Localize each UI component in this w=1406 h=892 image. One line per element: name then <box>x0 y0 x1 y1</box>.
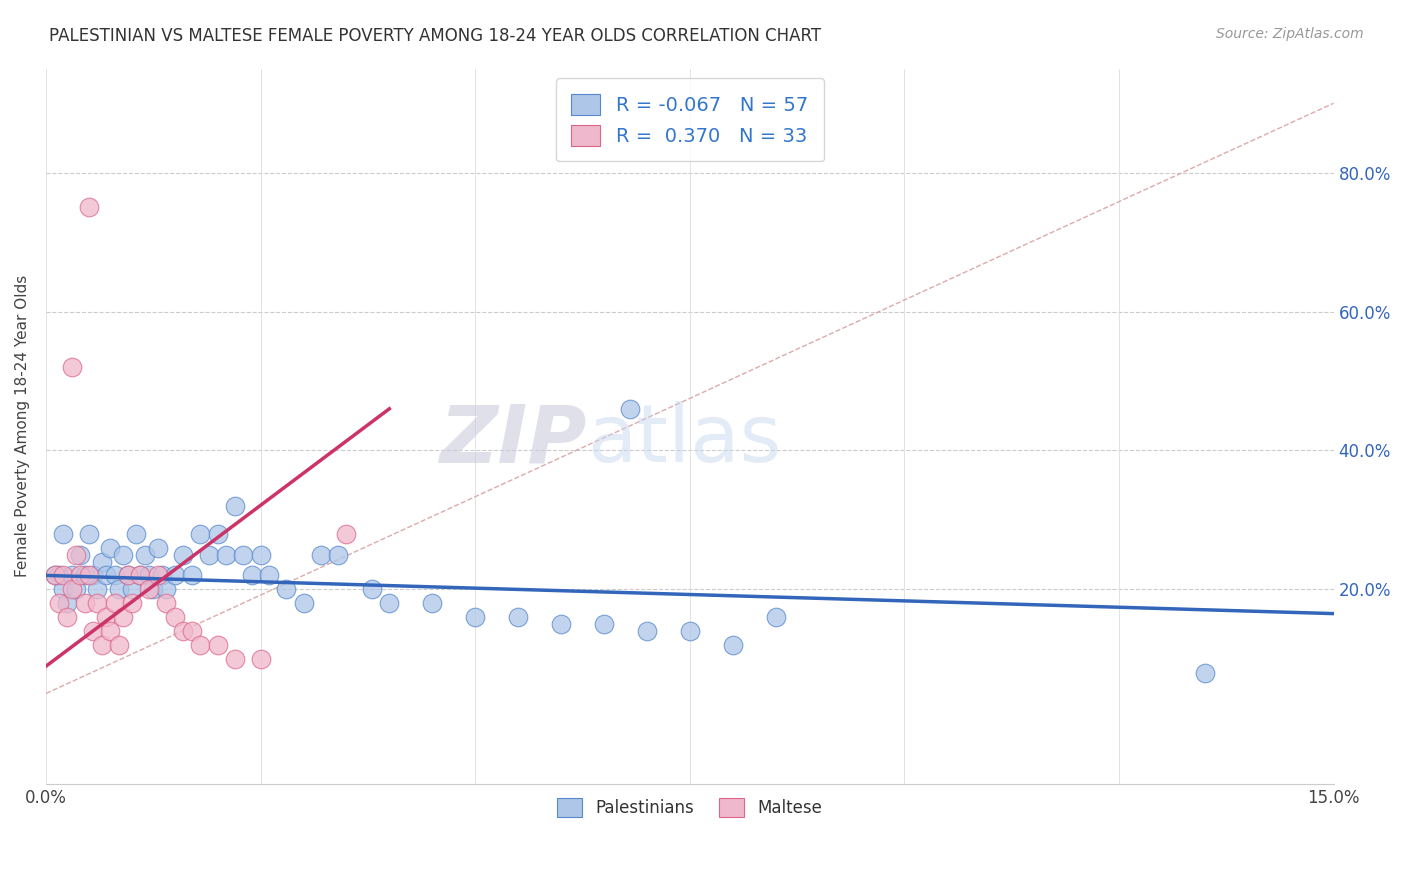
Point <box>77 201 100 215</box>
Point <box>508 610 530 624</box>
Point <box>232 548 254 562</box>
Point <box>86 596 108 610</box>
Point <box>240 568 263 582</box>
Point <box>172 548 194 562</box>
Point <box>117 568 139 582</box>
Point <box>108 582 131 597</box>
Point <box>121 596 143 610</box>
Legend: Palestinians, Maltese: Palestinians, Maltese <box>548 790 831 825</box>
Point <box>60 568 83 582</box>
Point <box>378 596 401 610</box>
Point <box>77 526 100 541</box>
Point <box>60 360 83 375</box>
Point <box>48 596 70 610</box>
Point <box>52 568 75 582</box>
Point <box>326 548 349 562</box>
Point <box>215 548 238 562</box>
Point <box>190 526 212 541</box>
Point <box>198 548 221 562</box>
Point <box>125 526 148 541</box>
Point <box>765 610 787 624</box>
Text: atlas: atlas <box>586 401 782 479</box>
Point <box>335 526 357 541</box>
Point <box>207 638 229 652</box>
Text: Source: ZipAtlas.com: Source: ZipAtlas.com <box>1216 27 1364 41</box>
Point <box>129 568 152 582</box>
Point <box>163 568 186 582</box>
Point <box>134 548 156 562</box>
Point <box>249 548 271 562</box>
Point <box>550 617 572 632</box>
Point <box>56 596 79 610</box>
Point <box>48 568 70 582</box>
Point <box>138 582 160 597</box>
Point <box>224 652 246 666</box>
Point <box>73 596 96 610</box>
Point <box>619 401 641 416</box>
Point <box>77 568 100 582</box>
Point <box>292 596 315 610</box>
Point <box>163 610 186 624</box>
Point <box>224 499 246 513</box>
Point <box>90 638 112 652</box>
Point <box>155 596 177 610</box>
Point <box>69 568 91 582</box>
Point <box>636 624 658 638</box>
Point <box>464 610 486 624</box>
Point <box>65 582 87 597</box>
Point <box>69 548 91 562</box>
Point <box>129 568 152 582</box>
Point <box>94 610 117 624</box>
Y-axis label: Female Poverty Among 18-24 Year Olds: Female Poverty Among 18-24 Year Olds <box>15 275 30 577</box>
Point <box>90 555 112 569</box>
Point <box>104 596 127 610</box>
Point <box>82 568 104 582</box>
Point <box>112 610 135 624</box>
Point <box>679 624 702 638</box>
Point <box>361 582 384 597</box>
Point <box>108 638 131 652</box>
Point <box>180 568 202 582</box>
Point <box>60 582 83 597</box>
Point <box>44 568 66 582</box>
Point <box>180 624 202 638</box>
Point <box>146 568 169 582</box>
Text: PALESTINIAN VS MALTESE FEMALE POVERTY AMONG 18-24 YEAR OLDS CORRELATION CHART: PALESTINIAN VS MALTESE FEMALE POVERTY AM… <box>49 27 821 45</box>
Point <box>190 638 212 652</box>
Point <box>82 624 104 638</box>
Point <box>112 548 135 562</box>
Point <box>65 548 87 562</box>
Point <box>721 638 744 652</box>
Point <box>104 568 127 582</box>
Point <box>172 624 194 638</box>
Point <box>98 624 121 638</box>
Point <box>276 582 298 597</box>
Point <box>94 568 117 582</box>
Point <box>86 582 108 597</box>
Point <box>44 568 66 582</box>
Point <box>257 568 280 582</box>
Point <box>56 610 79 624</box>
Point <box>138 568 160 582</box>
Point <box>155 582 177 597</box>
Point <box>98 541 121 555</box>
Point <box>420 596 443 610</box>
Point <box>207 526 229 541</box>
Text: ZIP: ZIP <box>440 401 586 479</box>
Point <box>1194 665 1216 680</box>
Point <box>593 617 616 632</box>
Point <box>73 568 96 582</box>
Point <box>52 526 75 541</box>
Point <box>150 568 173 582</box>
Point <box>146 541 169 555</box>
Point <box>117 568 139 582</box>
Point <box>121 582 143 597</box>
Point <box>52 582 75 597</box>
Point <box>249 652 271 666</box>
Point <box>142 582 165 597</box>
Point <box>309 548 332 562</box>
